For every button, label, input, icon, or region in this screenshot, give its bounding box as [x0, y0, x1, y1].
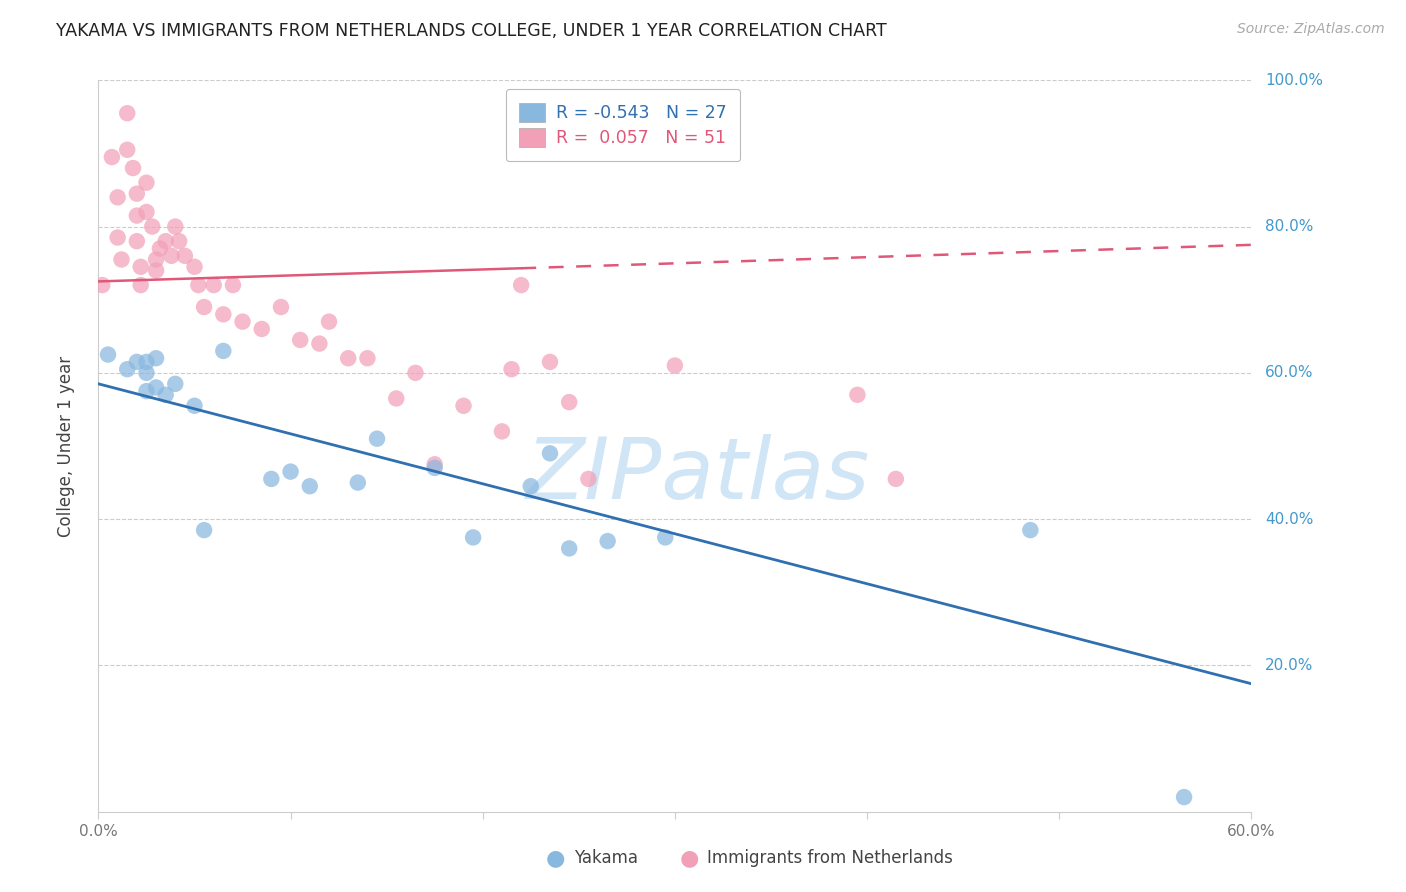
Point: [1019, 523, 1042, 537]
Point: [129, 278, 152, 293]
Point: [318, 315, 340, 329]
Point: [202, 278, 225, 293]
Point: [187, 278, 209, 293]
Text: YAKAMA VS IMMIGRANTS FROM NETHERLANDS COLLEGE, UNDER 1 YEAR CORRELATION CHART: YAKAMA VS IMMIGRANTS FROM NETHERLANDS CO…: [56, 22, 887, 40]
Point: [558, 395, 581, 409]
Point: [149, 242, 172, 256]
Point: [576, 472, 599, 486]
Point: [141, 219, 163, 234]
Point: [884, 472, 907, 486]
Point: [125, 209, 148, 223]
Text: 100.0%: 100.0%: [1265, 73, 1323, 87]
Point: [538, 446, 561, 460]
Point: [308, 336, 330, 351]
Point: [117, 106, 138, 120]
Point: [298, 479, 321, 493]
Text: ●: ●: [679, 848, 699, 868]
Point: [538, 355, 561, 369]
Point: [101, 150, 124, 164]
Point: [117, 143, 138, 157]
Point: [664, 359, 686, 373]
Point: [846, 388, 869, 402]
Point: [135, 384, 157, 399]
Point: [135, 205, 157, 219]
Point: [193, 523, 215, 537]
Point: [356, 351, 378, 366]
Point: [160, 249, 183, 263]
Point: [212, 307, 235, 321]
Point: [423, 458, 446, 472]
Point: [212, 343, 235, 358]
Text: 80.0%: 80.0%: [1265, 219, 1313, 234]
Point: [122, 161, 145, 175]
Point: [1173, 790, 1195, 805]
Point: [135, 366, 157, 380]
Point: [510, 278, 533, 293]
Point: [337, 351, 360, 366]
Point: [501, 362, 523, 376]
Text: Immigrants from Netherlands: Immigrants from Netherlands: [707, 849, 953, 867]
Point: [290, 333, 312, 347]
Point: [110, 252, 132, 267]
Point: [174, 249, 197, 263]
Text: 40.0%: 40.0%: [1265, 512, 1313, 526]
Point: [558, 541, 581, 556]
Point: [491, 425, 513, 439]
Point: [145, 380, 167, 394]
Y-axis label: College, Under 1 year: College, Under 1 year: [56, 355, 75, 537]
Point: [346, 475, 368, 490]
Point: [135, 176, 157, 190]
Point: [117, 362, 138, 376]
Point: [366, 432, 388, 446]
Point: [125, 355, 148, 369]
Point: [520, 479, 543, 493]
Text: ZIPatlas: ZIPatlas: [526, 434, 870, 516]
Point: [135, 355, 157, 369]
Point: [453, 399, 475, 413]
Point: [231, 315, 254, 329]
Point: [107, 190, 129, 204]
Point: [596, 534, 619, 549]
Point: [125, 186, 148, 201]
Point: [97, 348, 120, 362]
Point: [654, 530, 676, 544]
Text: 60.0%: 60.0%: [1265, 366, 1313, 380]
Point: [129, 260, 152, 274]
Point: [193, 300, 215, 314]
Point: [250, 322, 273, 336]
Point: [222, 278, 245, 293]
Point: [125, 234, 148, 248]
Point: [260, 472, 283, 486]
Point: [423, 461, 446, 475]
Point: [165, 376, 187, 391]
Point: [91, 278, 114, 293]
Point: [183, 260, 205, 274]
Point: [183, 399, 205, 413]
Text: ●: ●: [546, 848, 565, 868]
Point: [145, 351, 167, 366]
Text: Yakama: Yakama: [574, 849, 638, 867]
Point: [145, 263, 167, 277]
Point: [405, 366, 427, 380]
Legend: R = -0.543   N = 27, R =  0.057   N = 51: R = -0.543 N = 27, R = 0.057 N = 51: [506, 89, 741, 161]
Text: 20.0%: 20.0%: [1265, 658, 1313, 673]
Point: [167, 234, 190, 248]
Point: [107, 230, 129, 244]
Point: [155, 234, 177, 248]
Text: Source: ZipAtlas.com: Source: ZipAtlas.com: [1237, 22, 1385, 37]
Point: [270, 300, 292, 314]
Point: [155, 388, 177, 402]
Point: [165, 219, 187, 234]
Point: [145, 252, 167, 267]
Point: [385, 392, 408, 406]
Point: [461, 530, 484, 544]
Point: [280, 465, 302, 479]
